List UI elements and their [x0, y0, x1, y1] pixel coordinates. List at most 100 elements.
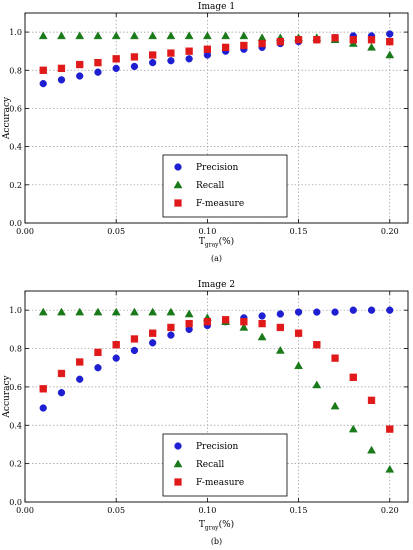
data-point-f-measure	[203, 45, 212, 53]
y-tick-label: 0.2	[9, 181, 22, 190]
data-point-precision	[130, 62, 139, 71]
data-point-precision	[39, 79, 47, 88]
data-point-precision	[76, 375, 84, 383]
data-point-f-measure	[313, 341, 321, 349]
x-tick-label: 0.10	[198, 227, 216, 236]
x-tick-label: 0.20	[381, 506, 399, 515]
data-point-f-measure	[39, 66, 47, 74]
data-point-f-measure	[185, 319, 193, 328]
data-point-precision	[349, 306, 357, 314]
chart-title: Image 2	[198, 280, 235, 290]
legend: Precision Recall F-measure	[162, 433, 288, 497]
y-axis-label: Accuracy	[2, 375, 12, 419]
y-tick-label: 0.0	[9, 498, 22, 507]
data-point-precision	[258, 312, 266, 320]
data-point-recall	[275, 345, 285, 354]
data-point-recall	[129, 307, 139, 316]
data-point-precision	[313, 308, 321, 316]
data-point-precision	[294, 308, 303, 316]
data-point-recall	[385, 50, 395, 59]
x-axis-label: Tgray(%)	[199, 519, 234, 532]
x-tick-label: 0.10	[198, 506, 216, 515]
data-point-f-measure	[276, 323, 284, 332]
legend-marker-recall	[173, 459, 183, 468]
data-point-precision	[386, 30, 394, 38]
data-point-f-measure	[258, 319, 266, 328]
data-point-recall	[330, 401, 340, 410]
data-point-recall	[57, 31, 66, 40]
data-point-precision	[94, 68, 102, 76]
y-tick-label: 0.4	[9, 421, 22, 430]
data-point-precision	[185, 55, 193, 63]
x-tick-label: 0.05	[107, 506, 125, 515]
data-point-recall	[202, 31, 212, 40]
data-point-recall	[111, 31, 121, 40]
data-point-f-measure	[240, 318, 248, 326]
figure-caption: (a)	[211, 254, 222, 263]
series-f-measure	[39, 34, 394, 74]
legend-label-precision: Precision	[196, 442, 239, 452]
data-point-precision	[130, 346, 139, 355]
data-point-recall	[221, 31, 231, 40]
x-tick-label: 0.15	[290, 227, 308, 236]
data-point-precision	[76, 72, 84, 80]
data-point-recall	[93, 307, 103, 316]
y-tick-label: 0.8	[9, 66, 22, 75]
data-point-f-measure	[94, 348, 102, 357]
x-tick-label: 0.15	[290, 506, 308, 515]
data-point-precision	[167, 57, 175, 65]
data-point-recall	[111, 307, 121, 316]
data-point-precision	[386, 306, 394, 314]
data-point-f-measure	[349, 36, 357, 44]
series-recall	[38, 31, 395, 59]
data-point-precision	[367, 306, 376, 314]
legend-label-precision: Precision	[196, 163, 239, 173]
data-point-f-measure	[367, 396, 376, 404]
data-point-f-measure	[149, 51, 157, 59]
data-point-precision	[276, 310, 284, 318]
data-point-recall	[184, 309, 194, 318]
legend-marker-recall	[173, 180, 183, 189]
legend-marker-f-measure	[174, 478, 182, 486]
chart-title: Image 1	[198, 2, 235, 12]
plot-frame	[24, 12, 409, 224]
data-point-f-measure	[76, 60, 84, 69]
data-point-f-measure	[149, 329, 157, 337]
data-point-precision	[331, 308, 339, 316]
x-tick-label: 0.00	[16, 227, 34, 236]
data-point-recall	[38, 307, 48, 316]
data-point-f-measure	[57, 369, 66, 378]
data-point-f-measure	[203, 318, 212, 326]
data-point-recall	[257, 33, 267, 42]
data-point-recall	[184, 31, 194, 40]
y-tick-label: 1.0	[9, 28, 22, 37]
legend-label-f-measure: F-measure	[196, 199, 244, 209]
series-precision	[39, 306, 394, 412]
data-point-f-measure	[57, 64, 66, 73]
data-point-f-measure	[76, 358, 84, 366]
x-tick-label: 0.05	[107, 227, 125, 236]
legend-box	[162, 433, 288, 497]
data-point-f-measure	[349, 373, 357, 381]
data-point-recall	[148, 31, 158, 40]
series-precision	[39, 30, 394, 88]
y-axis-label: Accuracy	[2, 96, 12, 140]
data-point-f-measure	[94, 58, 102, 67]
chart-panel-a: Image 1 0.00 0.05 0.10 0.15 0.20 0.0 0.2 0.4 0.6 0…	[2, 2, 409, 263]
legend-marker-precision	[174, 163, 182, 171]
data-point-recall	[75, 31, 85, 40]
x-tick-label: 0.00	[16, 506, 34, 515]
data-point-recall	[129, 31, 139, 40]
data-point-recall	[166, 31, 176, 40]
data-point-f-measure	[313, 36, 321, 44]
data-point-f-measure	[221, 43, 230, 52]
data-point-f-measure	[294, 36, 303, 44]
data-point-recall	[312, 380, 322, 389]
data-point-recall	[148, 307, 158, 316]
data-point-recall	[239, 322, 249, 331]
data-point-recall	[367, 445, 376, 454]
data-point-f-measure	[294, 329, 303, 337]
data-point-precision	[149, 58, 157, 67]
y-tick-label: 0.6	[9, 104, 22, 113]
